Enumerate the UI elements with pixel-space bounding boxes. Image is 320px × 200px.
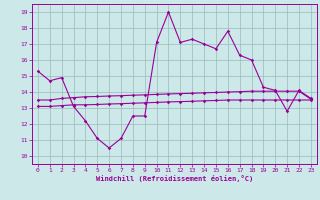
- X-axis label: Windchill (Refroidissement éolien,°C): Windchill (Refroidissement éolien,°C): [96, 175, 253, 182]
